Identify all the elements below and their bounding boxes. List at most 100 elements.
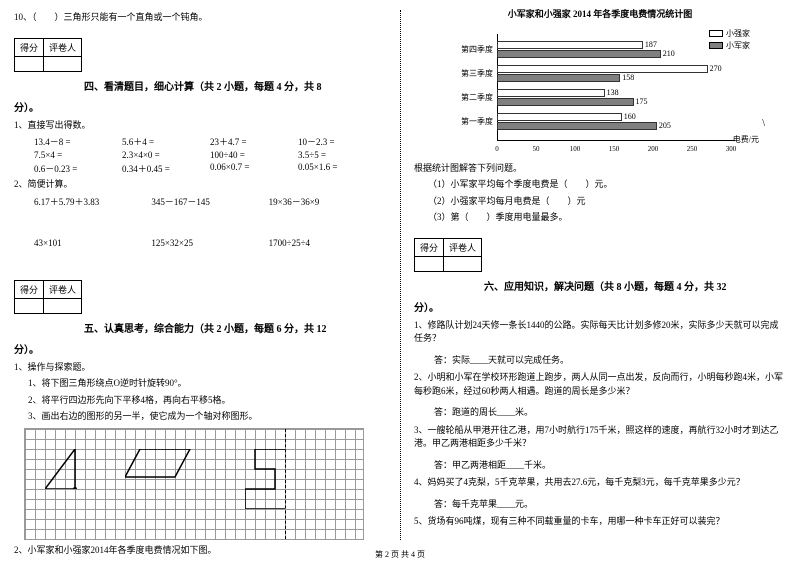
sec6-title2: 分）。 — [414, 301, 786, 316]
page-footer: 第 2 页 共 4 页 — [0, 549, 800, 560]
bar-value: 175 — [636, 97, 648, 106]
sec4-title: 四、看清题目，细心计算（共 2 小题，每题 4 分，共 8 — [84, 82, 322, 93]
calc-item: 13.4－8 = — [34, 135, 122, 148]
sec5-q1: 1、操作与探索题。 — [14, 361, 386, 375]
score-label: 得分 — [15, 280, 44, 298]
bar-row: 205 — [497, 121, 671, 131]
chart-title: 小军家和小强家 2014 年各季度电费情况统计图 — [414, 8, 786, 22]
bar-b — [497, 122, 657, 130]
axis-tick: 50 — [533, 145, 540, 153]
quarter-label: 第一季度 — [445, 116, 493, 127]
parallelogram-shape — [125, 449, 195, 479]
sec5-title2: 分）。 — [14, 343, 386, 358]
sec6-title: 六、应用知识，解决问题（共 8 小题，每题 4 分，共 32 — [484, 282, 727, 293]
quarter-label: 第四季度 — [445, 44, 493, 55]
grader-label: 评卷人 — [44, 280, 82, 298]
chart-q1: （1）小军家平均每个季度电费是（ ）元。 — [428, 178, 786, 192]
left-column: 10、（ ）三角形只能有一个直角或一个钝角。 得分评卷人 四、看清题目，细心计算… — [0, 0, 400, 565]
calc-row: 0.6－0.23 =0.34＋0.45 =0.06×0.7 =0.05×1.6 … — [34, 162, 386, 175]
sec6-q1: 1、修路队计划24天修一条长1440的公路。实际每天比计划多修20米，实际多少天… — [414, 319, 786, 346]
calc-block-2: 6.17＋5.79＋3.83345－167－14519×36－36×9 43×10… — [14, 195, 386, 248]
calc-item: 0.6－0.23 = — [34, 162, 122, 175]
sec5-sub1: 1、将下图三角形绕点O逆时针旋转90°。 — [28, 377, 386, 391]
bar-chart: 小强家 小军家 电费/元 \ 第四季度187210第三季度270158第二季度1… — [445, 24, 755, 159]
bar-row: 175 — [497, 97, 648, 107]
calc-block-1: 13.4－8 =5.6＋4 =23＋4.7 =10－2.3 = 7.5×4 =2.… — [14, 135, 386, 175]
axis-tick: 100 — [570, 145, 581, 153]
calc-item: 43×101 — [34, 238, 151, 248]
calc-item: 5.6＋4 = — [122, 135, 210, 148]
calc-item: 2.3×4×0 = — [122, 150, 210, 160]
chart-intro: 根据统计图解答下列问题。 — [414, 162, 786, 176]
calc-item: 0.05×1.6 = — [298, 162, 386, 175]
calc-item: 3.5÷5 = — [298, 150, 386, 160]
legend-swatch-0 — [709, 30, 723, 37]
q10: 10、（ ）三角形只能有一个直角或一个钝角。 — [14, 11, 386, 25]
bar-b — [497, 74, 620, 82]
calc-row: 7.5×4 =2.3×4×0 =100÷40 =3.5÷5 = — [34, 150, 386, 160]
sec6-a4: 答：每千克苹果____元。 — [434, 498, 786, 512]
x-axis — [497, 140, 735, 141]
sec6-a1: 答：实际____天就可以完成任务。 — [434, 354, 786, 368]
bar-a — [497, 113, 622, 121]
bar-row: 210 — [497, 49, 675, 59]
symmetry-axis — [285, 429, 286, 539]
bar-a — [497, 65, 708, 73]
sec4-q1: 1、直接写出得数。 — [14, 119, 386, 133]
chart-legend: 小强家 小军家 — [709, 28, 750, 52]
bar-a — [497, 41, 643, 49]
calc-item: 345－167－145 — [151, 195, 268, 208]
bar-value: 270 — [710, 64, 722, 73]
score-label: 得分 — [15, 38, 44, 56]
calc-item: 0.06×0.7 = — [210, 162, 298, 175]
calc-item: 0.34＋0.45 = — [122, 162, 210, 175]
sec5-sub3: 3、画出右边的图形的另一半，使它成为一个轴对称图形。 — [28, 410, 386, 424]
score-label: 得分 — [415, 238, 444, 256]
bar-b — [497, 50, 661, 58]
legend-label-1: 小军家 — [726, 40, 750, 51]
grid-figure — [24, 428, 364, 540]
chart-slash: \ — [762, 118, 765, 129]
sec6-q3: 3、一艘轮船从甲港开往乙港，用7小时航行175千米，照这样的速度，再航行32小时… — [414, 424, 786, 451]
calc-item: 7.5×4 = — [34, 150, 122, 160]
bar-value: 210 — [663, 49, 675, 58]
chart-q2: （2）小强家平均每月电费是（ ）元 — [428, 195, 786, 209]
sec6-q5: 5、货场有96吨煤，现有三种不同载重量的卡车，用哪一种卡车正好可以装完？ — [414, 515, 786, 529]
sec6-a3: 答：甲乙两港相距____千米。 — [434, 459, 786, 473]
grader-label: 评卷人 — [44, 38, 82, 56]
bar-a — [497, 89, 605, 97]
calc-item: 125×32×25 — [151, 238, 268, 248]
bar-b — [497, 98, 634, 106]
calc-row: 13.4－8 =5.6＋4 =23＋4.7 =10－2.3 = — [34, 135, 386, 148]
right-column: 小军家和小强家 2014 年各季度电费情况统计图 小强家 小军家 电费/元 \ … — [400, 0, 800, 565]
sec6-q2: 2、小明和小军在学校环形跑道上跑步，两人从同一点出发，反向而行，小明每秒跑4米，… — [414, 371, 786, 398]
calc-item: 6.17＋5.79＋3.83 — [34, 195, 151, 208]
quarter-label: 第三季度 — [445, 68, 493, 79]
axis-tick: 250 — [687, 145, 698, 153]
calc-item: 19×36－36×9 — [269, 195, 386, 208]
sec6-q4: 4、妈妈买了4克梨，5千克苹果，共用去27.6元，每千克梨3元，每千克苹果多少元… — [414, 476, 786, 490]
legend-label-0: 小强家 — [726, 28, 750, 39]
calc-item: 23＋4.7 = — [210, 135, 298, 148]
quarter-label: 第二季度 — [445, 92, 493, 103]
bar-row: 158 — [497, 73, 634, 83]
calc-item: 10－2.3 = — [298, 135, 386, 148]
sec6-a2: 答：跑道的周长____米。 — [434, 406, 786, 420]
axis-tick: 150 — [609, 145, 620, 153]
legend-swatch-1 — [709, 42, 723, 49]
sec5-sub2: 2、将平行四边形先向下平移4格，再向右平移5格。 — [28, 394, 386, 408]
sec4-q2: 2、简便计算。 — [14, 178, 386, 192]
calc-item: 100÷40 = — [210, 150, 298, 160]
chart-q3: （3）第（ ）季度用电量最多。 — [428, 211, 786, 225]
axis-tick: 0 — [495, 145, 499, 153]
score-box-5: 得分评卷人 — [14, 280, 82, 314]
bar-value: 158 — [622, 73, 634, 82]
axis-label: 电费/元 — [733, 134, 759, 145]
score-box-6: 得分评卷人 — [414, 238, 482, 272]
axis-tick: 300 — [726, 145, 737, 153]
calc-row: 43×101125×32×251700÷25÷4 — [34, 238, 386, 248]
half-shape — [245, 449, 285, 509]
sec5-title: 五、认真思考，综合能力（共 2 小题，每题 6 分，共 12 — [84, 324, 327, 335]
sec4-title2: 分）。 — [14, 101, 386, 116]
triangle-shape — [45, 449, 95, 489]
